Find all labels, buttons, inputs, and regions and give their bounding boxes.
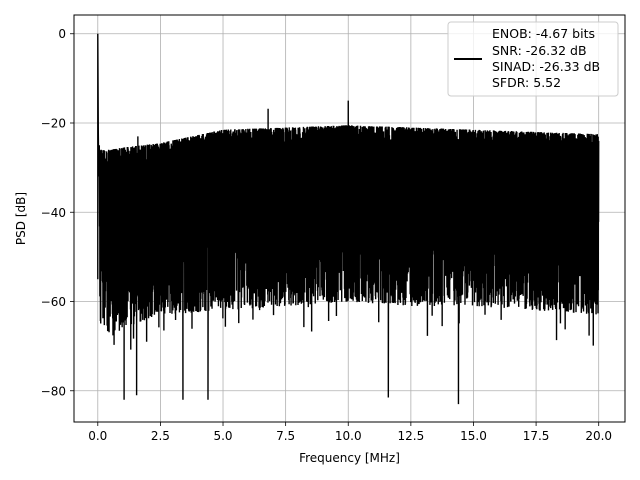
x-tick-label: 17.5 [523,429,550,443]
y-tick-label: −80 [41,384,66,398]
x-tick-label: 5.0 [213,429,232,443]
x-tick-label: 2.5 [151,429,170,443]
psd-line [97,33,600,405]
x-tick-label: 20.0 [585,429,612,443]
x-tick-label: 12.5 [398,429,425,443]
x-tick-label: 0.0 [88,429,107,443]
y-tick-label: −20 [41,116,66,130]
y-tick-label: 0 [58,27,66,41]
legend-line-snr: SNR: -26.32 dB [492,43,587,58]
psd-series [97,33,600,405]
x-tick-label: 7.5 [276,429,295,443]
plot-frame [73,14,626,423]
legend: ENOB: -4.67 bits SNR: -26.32 dB SINAD: -… [447,21,619,97]
legend-line-sfdr: SFDR: 5.52 [492,75,561,90]
x-ticks: 0.0 2.5 5.0 7.5 10.0 12.5 15.0 17.5 20.0 [88,422,612,443]
x-tick-label: 10.0 [335,429,362,443]
legend-line-sinad: SINAD: -26.33 dB [492,59,600,74]
y-ticks: 0 −20 −40 −60 −80 [41,27,74,398]
y-axis-label: PSD [dB] [14,192,28,245]
legend-box [447,21,619,97]
y-tick-label: −40 [41,206,66,220]
x-axis-label: Frequency [MHz] [299,451,400,465]
legend-line-enob: ENOB: -4.67 bits [492,26,595,41]
x-tick-label: 15.0 [460,429,487,443]
y-tick-label: −60 [41,295,66,309]
